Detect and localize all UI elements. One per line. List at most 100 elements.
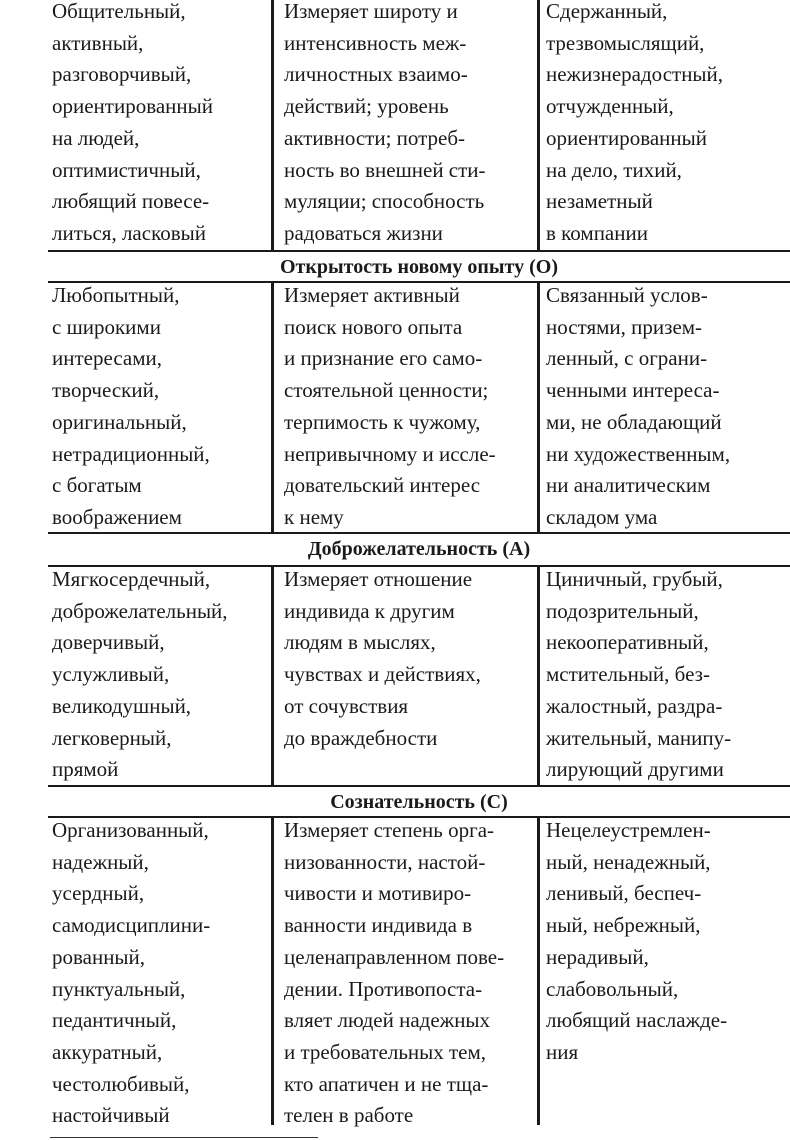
footnote-rule	[50, 1137, 318, 1138]
text-line: любящий повесе-	[52, 189, 210, 214]
divider	[48, 250, 790, 252]
text-line: складом ума	[546, 504, 658, 529]
text-line: Измеряет активный	[284, 283, 460, 307]
text-line: муляции; способность	[284, 189, 485, 214]
text-line: кто апатичен и не тща-	[284, 1071, 489, 1096]
low-score-traits: Нецелеустремлен-ный, ненадежный, ленивый,…	[546, 815, 727, 1069]
high-score-traits: Любопытный, с широкими интересами, творческ…	[52, 280, 210, 534]
text-line: чувствах и действиях,	[284, 662, 481, 687]
text-line: великодушный,	[52, 693, 192, 718]
text-line: лирующий другими	[546, 757, 724, 782]
text-line: Связанный услов-	[546, 283, 708, 307]
text-line: телен в работе	[284, 1103, 414, 1128]
low-score-traits: Сдержанный, трезвомыслящий, нежизнерадостн…	[546, 0, 723, 250]
text-line: действий; уровень	[284, 94, 449, 119]
text-line: непривычному и иссле-	[284, 441, 496, 466]
text-line: слабовольный,	[546, 976, 679, 1001]
text-line: личностных взаимо-	[284, 62, 468, 87]
text-line: нежизнерадостный,	[546, 62, 724, 87]
text-line: от сочувствия	[284, 693, 409, 718]
text-line: рованный,	[52, 944, 146, 969]
text-line: чивости и мотивиро-	[284, 881, 472, 906]
column-divider	[271, 0, 274, 250]
text-line: дении. Противопоста-	[284, 976, 483, 1001]
text-line: и признание его само-	[284, 346, 483, 371]
text-line: Нецелеустремлен-	[546, 818, 711, 842]
text-line: доверчивый,	[52, 630, 165, 655]
text-line: любящий наслажде-	[546, 1008, 728, 1033]
divider	[48, 816, 790, 818]
text-line: легковерный,	[52, 725, 172, 750]
text-line: педантичный,	[52, 1008, 177, 1033]
text-line: довательский интерес	[284, 473, 481, 498]
text-line: поиск нового опыта	[284, 314, 463, 339]
high-score-traits: Организованный, надежный, усердный, самодис…	[52, 815, 210, 1132]
text-line: Измеряет отношение	[284, 567, 473, 591]
text-line: услужливый,	[52, 662, 170, 687]
text-line: Мягкосердечный,	[52, 567, 211, 591]
scale-description: Измеряет активный поиск нового опыта и при…	[284, 280, 496, 534]
divider	[48, 565, 790, 567]
text-line: подозрительный,	[546, 598, 699, 623]
text-line: отчужденный,	[546, 94, 674, 119]
text-line: жалостный, раздра-	[546, 693, 723, 718]
text-line: интересами,	[52, 346, 162, 371]
high-score-traits: Общительный, активный, разговорчивый, ориен…	[52, 0, 213, 250]
text-line: активности; потреб-	[284, 125, 466, 150]
divider	[48, 785, 790, 787]
divider	[48, 281, 790, 283]
text-line: с широкими	[52, 314, 161, 339]
text-line: самодисциплини-	[52, 913, 211, 938]
text-line: ность во внешней сти-	[284, 157, 486, 182]
column-divider	[537, 817, 540, 1125]
scale-description: Измеряет степень орга-низованности, наст…	[284, 815, 504, 1132]
text-line: с богатым	[52, 473, 142, 498]
text-line: ни аналитическим	[546, 473, 711, 498]
text-line: Общительный,	[52, 0, 186, 23]
text-line: вляет людей надежных	[284, 1008, 491, 1033]
text-line: радоваться жизни	[284, 220, 443, 245]
column-divider	[537, 566, 540, 785]
text-line: ванности индивида в	[284, 913, 473, 938]
text-line: ченными интереса-	[546, 378, 720, 403]
text-line: доброжелательный,	[52, 598, 228, 623]
text-line: ный, ненадежный,	[546, 849, 711, 874]
text-line: литься, ласковый	[52, 220, 206, 245]
low-score-traits: Циничный, грубый, подозрительный, некоопер…	[546, 564, 731, 786]
text-line: пунктуальный,	[52, 976, 186, 1001]
text-line: аккуратный,	[52, 1039, 163, 1064]
text-line: ни художественным,	[546, 441, 731, 466]
text-line: Измеряет степень орга-	[284, 818, 495, 842]
text-line: надежный,	[52, 849, 149, 874]
low-score-traits: Связанный услов-ностями, призем-ленный, …	[546, 280, 730, 534]
high-score-traits: Мягкосердечный, доброжелательный, доверчив…	[52, 564, 228, 786]
text-line: ориентированный	[546, 125, 707, 150]
text-line: некооперативный,	[546, 630, 709, 655]
text-line: ленный, с ограни-	[546, 346, 708, 371]
text-line: трезвомыслящий,	[546, 30, 705, 55]
text-line: стоятельной ценности;	[284, 378, 489, 403]
text-line: честолюбивый,	[52, 1071, 190, 1096]
column-divider	[271, 817, 274, 1125]
text-line: воображением	[52, 504, 182, 529]
scale-description: Измеряет отношение индивида к другим людям…	[284, 564, 481, 754]
column-divider	[537, 282, 540, 532]
text-line: на людей,	[52, 125, 140, 150]
column-divider	[537, 0, 540, 250]
text-line: на дело, тихий,	[546, 157, 682, 182]
text-line: интенсивность меж-	[284, 30, 467, 55]
text-line: индивида к другим	[284, 598, 455, 623]
text-line: разговорчивый,	[52, 62, 192, 87]
text-line: творческий,	[52, 378, 160, 403]
column-divider	[271, 282, 274, 532]
text-line: людям в мыслях,	[284, 630, 436, 655]
text-line: оригинальный,	[52, 409, 187, 434]
text-line: и требовательных тем,	[284, 1039, 487, 1064]
text-line: ленивый, беспеч-	[546, 881, 702, 906]
text-line: ориентированный	[52, 94, 213, 119]
text-line: усердный,	[52, 881, 145, 906]
section-header: Сознательность (С)	[330, 791, 508, 813]
scale-description: Измеряет широту и интенсивность меж-лично…	[284, 0, 486, 250]
section-header: Открытость новому опыту (О)	[280, 256, 558, 278]
section-header: Доброжелательность (А)	[307, 538, 531, 560]
